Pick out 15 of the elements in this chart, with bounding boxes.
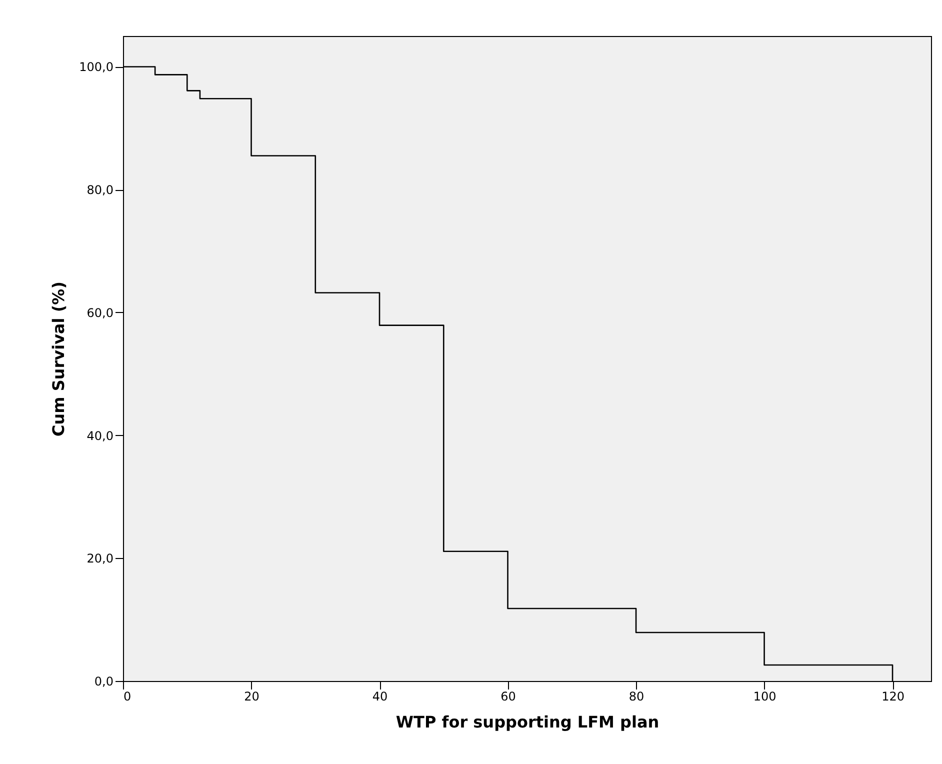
y-tick-label: 100,0: [79, 60, 114, 74]
x-tick-label: 20: [244, 690, 260, 704]
y-axis-title: Cum Survival (%): [49, 281, 68, 437]
y-tick-label: 40,0: [86, 428, 114, 443]
x-tick-label: 60: [500, 690, 516, 704]
y-tick-label: 20,0: [86, 552, 114, 566]
x-tick-label: 40: [372, 690, 388, 704]
x-tick-label: 100: [753, 690, 776, 704]
y-tick-label: 0,0: [94, 674, 114, 688]
x-axis-title: WTP for supporting LFM plan: [396, 712, 660, 732]
y-tick-label: 80,0: [86, 183, 114, 198]
x-tick-label: 120: [882, 690, 904, 704]
y-tick-label: 60,0: [86, 306, 114, 320]
x-tick-label: 80: [628, 690, 644, 704]
x-tick-label: 0: [124, 690, 132, 704]
